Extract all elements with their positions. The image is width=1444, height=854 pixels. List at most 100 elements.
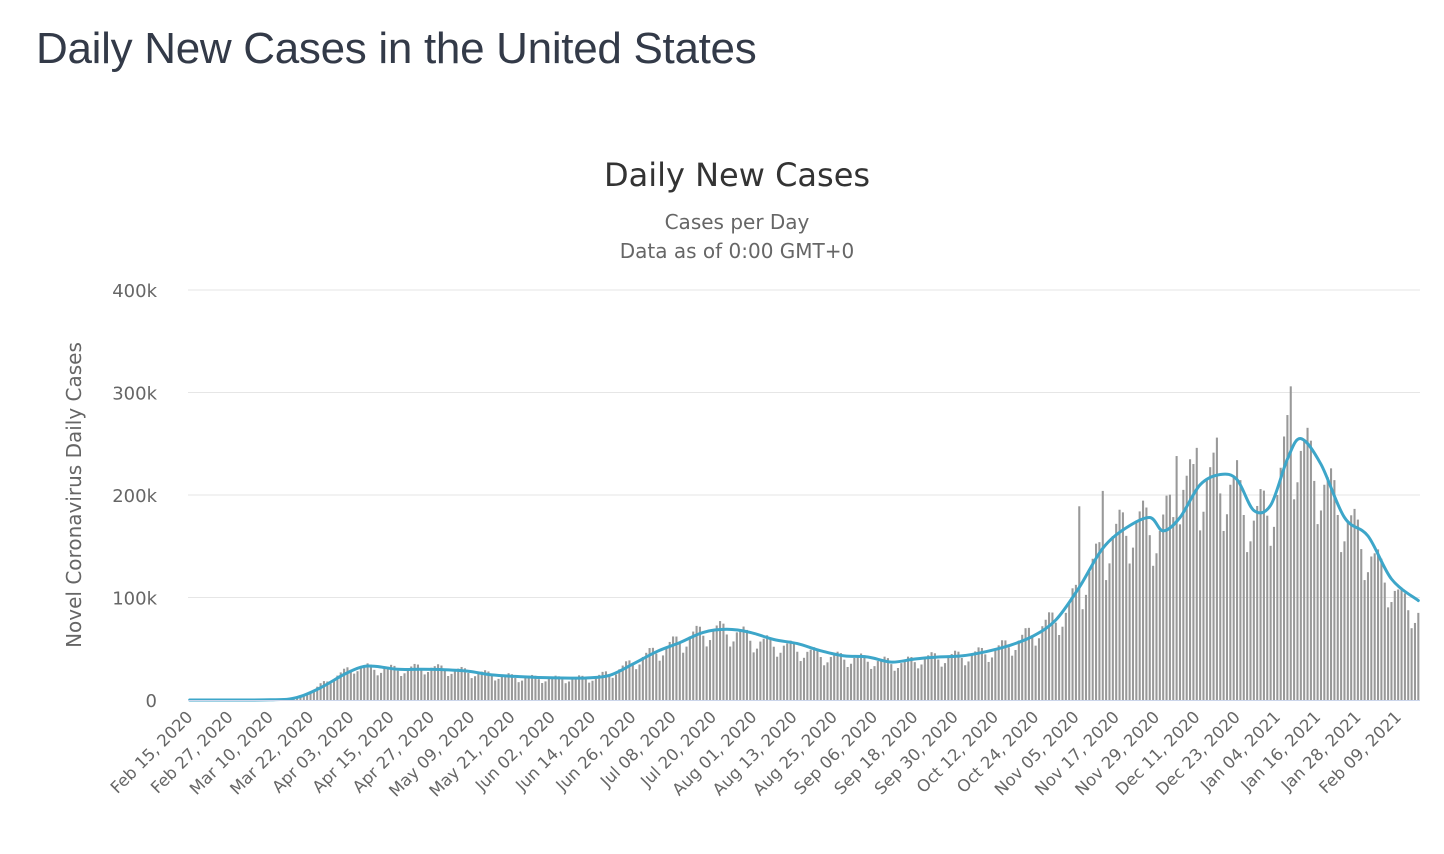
daily-case-bar xyxy=(1246,552,1249,700)
daily-case-bar xyxy=(497,678,500,700)
daily-case-bar xyxy=(450,673,453,700)
daily-case-bar xyxy=(1108,563,1111,700)
daily-case-bar xyxy=(554,675,557,700)
daily-case-bar xyxy=(702,635,705,700)
daily-case-bar xyxy=(1081,609,1084,700)
daily-case-bar xyxy=(1417,612,1420,700)
daily-case-bar xyxy=(967,661,970,700)
daily-case-bar xyxy=(319,683,322,700)
daily-case-bar xyxy=(1105,580,1108,700)
daily-case-bar xyxy=(571,678,574,700)
daily-case-bar xyxy=(1350,515,1353,700)
daily-case-bar xyxy=(1199,530,1202,700)
daily-case-bar xyxy=(749,640,752,700)
daily-case-bar xyxy=(708,640,712,700)
daily-case-bar xyxy=(792,643,795,700)
daily-case-bar xyxy=(1125,535,1128,700)
daily-case-bar xyxy=(1400,587,1403,700)
daily-case-bar xyxy=(1209,467,1212,700)
daily-case-bar xyxy=(541,683,544,700)
daily-case-bar xyxy=(1225,514,1229,700)
daily-case-bar xyxy=(715,625,718,700)
y-axis-label: Novel Coronavirus Daily Cases xyxy=(62,342,86,648)
daily-case-bar xyxy=(406,668,409,700)
daily-case-bar xyxy=(1353,508,1356,700)
daily-case-bar xyxy=(1266,515,1269,700)
daily-case-bar xyxy=(672,636,675,700)
daily-case-bar xyxy=(1232,477,1235,700)
daily-case-bar xyxy=(849,663,853,700)
daily-case-bar xyxy=(722,623,725,700)
daily-case-bar xyxy=(537,679,540,700)
daily-case-bar xyxy=(638,664,641,700)
daily-case-bar xyxy=(386,666,389,700)
daily-case-bar xyxy=(628,660,631,700)
daily-case-bar xyxy=(779,652,782,700)
daily-case-bar xyxy=(772,646,775,700)
daily-case-bar xyxy=(353,673,356,700)
daily-case-bar xyxy=(1027,627,1030,700)
daily-case-bar xyxy=(655,653,658,700)
chart-subtitle-line-1: Cases per Day xyxy=(665,210,810,234)
daily-case-bar xyxy=(574,677,577,700)
daily-case-bar xyxy=(1165,495,1168,700)
daily-case-bar xyxy=(1236,460,1239,700)
daily-case-bar xyxy=(648,648,651,700)
daily-case-bar xyxy=(393,665,396,700)
daily-case-bar xyxy=(1252,520,1255,700)
daily-case-bar xyxy=(833,654,836,700)
daily-case-bar xyxy=(940,666,943,700)
daily-case-bar xyxy=(520,680,524,700)
daily-case-bar xyxy=(1091,558,1094,700)
daily-case-bar xyxy=(1296,482,1299,700)
daily-case-bar xyxy=(930,652,933,700)
daily-case-bar xyxy=(410,666,413,700)
daily-case-bar xyxy=(947,656,950,700)
daily-case-bar xyxy=(1299,450,1302,700)
daily-case-bar xyxy=(668,641,671,700)
daily-case-bar xyxy=(896,668,900,700)
daily-case-bar xyxy=(1162,514,1165,700)
daily-case-bar xyxy=(752,652,755,700)
daily-case-bar xyxy=(363,665,366,700)
daily-case-bar xyxy=(1336,514,1339,700)
daily-case-bar xyxy=(923,657,926,700)
daily-case-bar xyxy=(1158,530,1161,700)
daily-case-bar xyxy=(1004,640,1007,700)
daily-case-bar xyxy=(990,657,994,700)
moving-average-line xyxy=(188,437,1420,702)
y-tick-label: 300k xyxy=(112,384,157,405)
daily-case-bar xyxy=(420,669,423,700)
daily-case-bar xyxy=(974,651,977,700)
daily-case-bar xyxy=(1293,499,1296,700)
daily-case-bar xyxy=(987,661,990,700)
daily-case-bar xyxy=(527,676,530,700)
daily-case-bar xyxy=(477,672,480,700)
daily-case-bar xyxy=(977,647,980,700)
daily-case-bar xyxy=(1044,619,1047,700)
daily-case-bar xyxy=(1249,541,1252,700)
daily-case-bar xyxy=(625,661,628,700)
daily-case-bar xyxy=(950,654,953,700)
daily-case-bar xyxy=(312,689,315,700)
daily-case-bar xyxy=(557,676,560,700)
daily-case-bar xyxy=(813,647,816,700)
daily-case-bar xyxy=(799,661,802,700)
daily-case-bar xyxy=(688,636,691,700)
daily-case-bar xyxy=(581,675,584,700)
daily-case-bar xyxy=(933,653,936,700)
daily-case-bar xyxy=(604,671,607,700)
daily-case-bar xyxy=(1034,645,1037,700)
daily-case-bar xyxy=(1054,622,1057,700)
daily-case-bar xyxy=(631,664,634,700)
daily-case-bar xyxy=(1071,588,1074,700)
daily-case-bar xyxy=(1152,565,1155,700)
daily-case-bar xyxy=(719,621,722,700)
daily-case-bar xyxy=(1272,526,1276,700)
daily-case-bar xyxy=(856,655,859,700)
daily-case-bar xyxy=(890,664,893,700)
daily-case-bar xyxy=(588,682,591,700)
daily-case-bar xyxy=(712,629,715,700)
daily-case-bar xyxy=(500,675,503,700)
